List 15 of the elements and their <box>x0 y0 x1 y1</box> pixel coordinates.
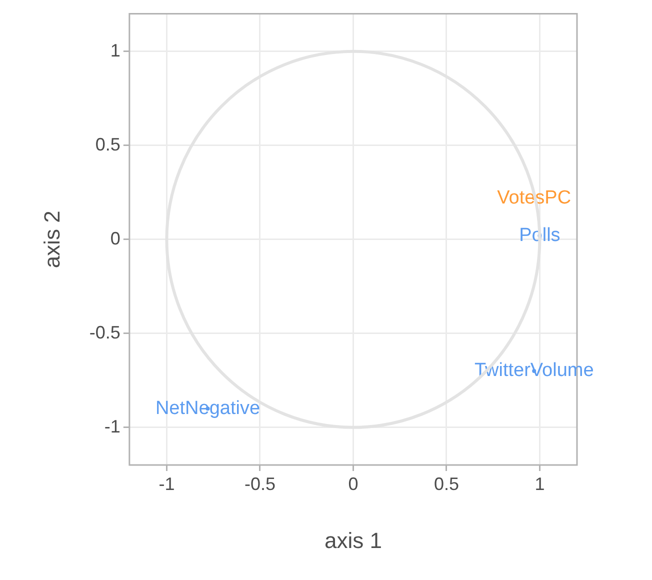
x-tick-label: -1 <box>158 474 175 494</box>
x-tick-label: 0.5 <box>434 474 459 494</box>
x-tick-label: -0.5 <box>244 474 276 494</box>
y-tick-label: 0 <box>110 228 120 248</box>
series-label: NetNegative <box>155 398 260 419</box>
y-tick-label: 0.5 <box>95 134 120 154</box>
y-tick-label: -1 <box>104 416 120 436</box>
x-tick-label: 1 <box>534 474 545 494</box>
x-tick-label: 0 <box>348 474 358 494</box>
x-axis-title: axis 1 <box>324 528 382 553</box>
y-tick-label: 1 <box>110 40 120 60</box>
y-axis-title: axis 2 <box>39 210 64 268</box>
series-label: TwitterVolume <box>474 360 594 382</box>
y-tick-label: -0.5 <box>89 322 120 342</box>
series-label: VotesPC <box>497 187 572 208</box>
